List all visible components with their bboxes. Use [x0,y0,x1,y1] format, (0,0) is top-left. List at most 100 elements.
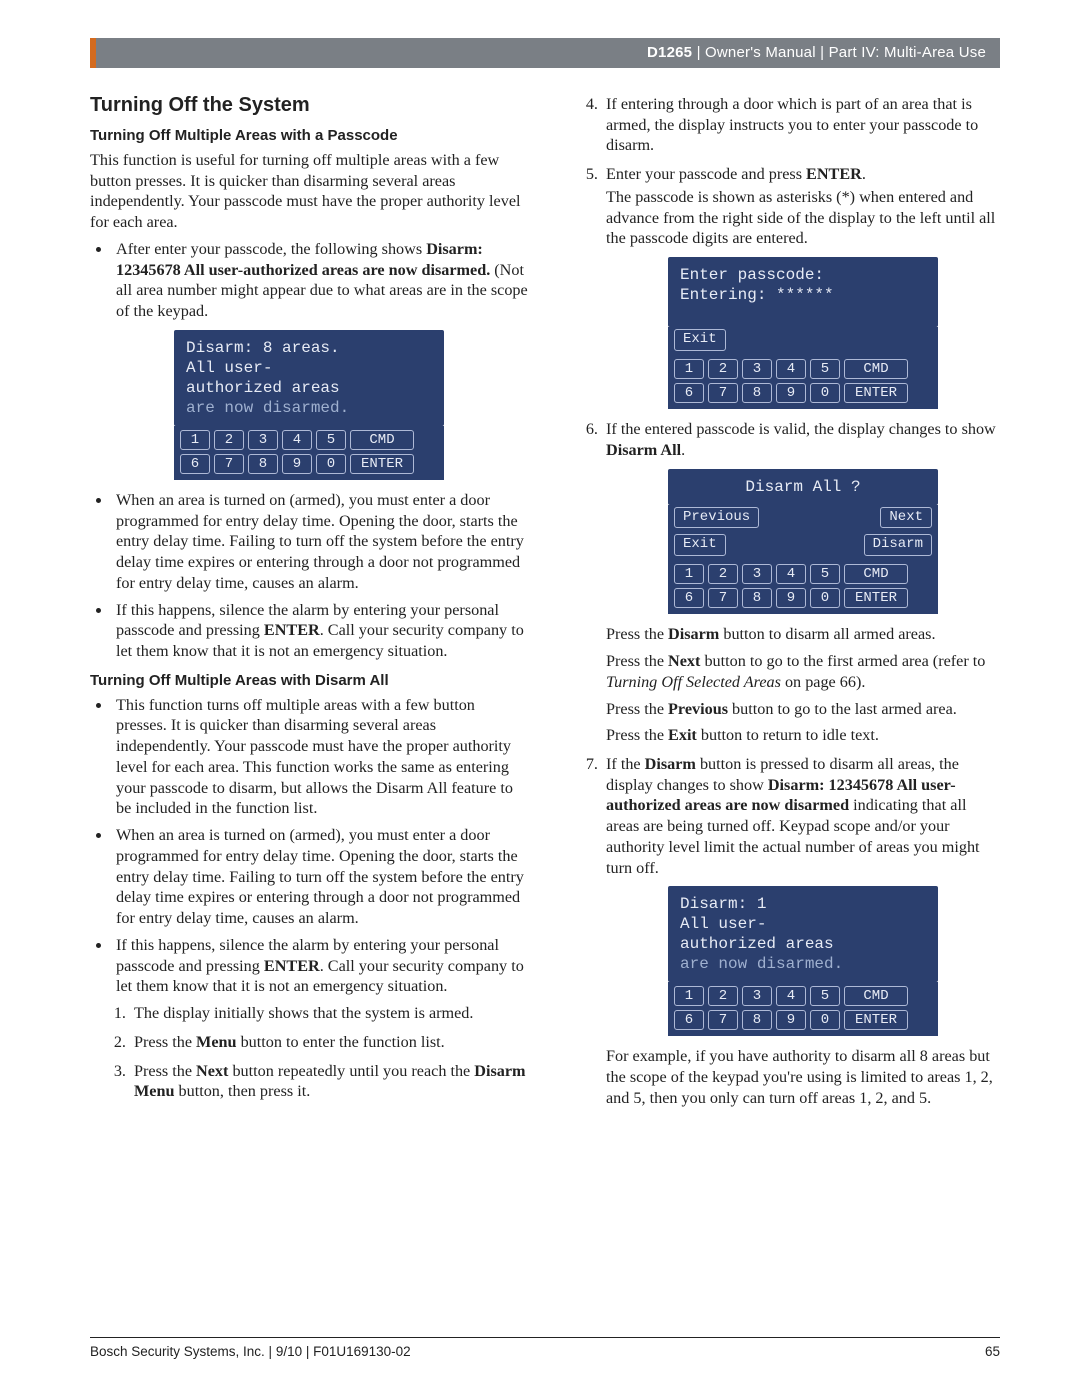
keypad-key[interactable]: 1 [180,430,210,450]
list-item: Enter your passcode and press ENTER. The… [602,164,1000,409]
keypad-key[interactable]: 4 [282,430,312,450]
keypad-key[interactable]: 9 [776,588,806,608]
screen-line: All user- [186,358,432,378]
text: button to return to idle text. [697,726,879,744]
list-item: Press the Next button repeatedly until y… [130,1061,528,1102]
section-title: Turning Off the System [90,94,528,117]
keypad-key[interactable]: 7 [214,454,244,474]
keypad-key-cmd[interactable]: CMD [844,564,908,584]
list-item: Press the Menu button to enter the funct… [130,1032,528,1053]
keypad-key[interactable]: 3 [742,564,772,584]
page-header: D1265 | Owner's Manual | Part IV: Multi-… [90,38,1000,68]
keypad-softkeys-row1: Previous Next [668,505,938,533]
keypad-key[interactable]: 1 [674,359,704,379]
list-item: If this happens, silence the alarm by en… [112,935,528,997]
keypad-figure-enter-passcode: Enter passcode: Entering: ****** Exit 1 … [668,257,938,409]
text: button repeatedly until you reach the [228,1062,474,1080]
keypad-key[interactable]: 1 [674,986,704,1006]
columns: Turning Off the System Turning Off Multi… [90,90,1000,1117]
keypad-key[interactable]: 6 [674,588,704,608]
softkey-exit[interactable]: Exit [674,329,726,351]
keypad-key[interactable]: 3 [742,359,772,379]
softkey-exit[interactable]: Exit [674,534,726,556]
page-number: 65 [985,1344,1000,1359]
keypad-key[interactable]: 5 [810,564,840,584]
keypad-keys: 1 2 3 4 5 CMD 6 7 8 9 0 ENTER [174,426,444,480]
keypad-key[interactable]: 6 [180,454,210,474]
bold-text: Menu [196,1033,236,1051]
text: button to go to the first armed area (re… [700,652,985,670]
bold-text: Previous [668,700,728,718]
keypad-key[interactable]: 0 [810,1010,840,1030]
text: . [862,165,866,183]
screen-line: authorized areas [680,934,926,954]
keypad-key[interactable]: 8 [248,454,278,474]
left-column: Turning Off the System Turning Off Multi… [90,90,528,1117]
keypad-key[interactable]: 3 [248,430,278,450]
keypad-key[interactable]: 0 [810,383,840,403]
header-model: D1265 [647,44,692,61]
keypad-key[interactable]: 2 [708,359,738,379]
keypad-softkeys-row2: Exit Disarm [668,532,938,560]
text: on page 66). [781,673,866,691]
keypad-key[interactable]: 2 [708,986,738,1006]
paragraph: Press the Previous button to go to the l… [606,699,1000,720]
ordered-list-right: If entering through a door which is part… [562,94,1000,1109]
keypad-figure-disarm-all: Disarm All ? Previous Next Exit Disarm [668,469,938,615]
keypad-key[interactable]: 7 [708,588,738,608]
keypad-key[interactable]: 8 [742,588,772,608]
bold-text: Next [196,1062,228,1080]
keypad-key[interactable]: 2 [214,430,244,450]
sub-paragraph: The passcode is shown as asterisks (*) w… [606,187,1000,249]
header-rest: | Owner's Manual | Part IV: Multi-Area U… [692,44,986,61]
keypad-key-cmd[interactable]: CMD [844,359,908,379]
keypad-key[interactable]: 7 [708,383,738,403]
softkey-previous[interactable]: Previous [674,507,759,529]
subheading-disarm-all: Turning Off Multiple Areas with Disarm A… [90,672,528,689]
bullet-list-1: After enter your passcode, the following… [90,239,528,322]
screen-line: Enter passcode: [680,265,926,285]
list-item: When an area is turned on (armed), you m… [112,825,528,929]
keypad-key[interactable]: 4 [776,359,806,379]
keypad-key[interactable]: 8 [742,383,772,403]
softkey-next[interactable]: Next [880,507,932,529]
keypad-key[interactable]: 7 [708,1010,738,1030]
keypad-key[interactable]: 5 [810,359,840,379]
keypad-key[interactable]: 5 [810,986,840,1006]
keypad-key[interactable]: 4 [776,564,806,584]
keypad-key[interactable]: 9 [776,1010,806,1030]
keypad-key-enter[interactable]: ENTER [844,588,908,608]
keypad-key[interactable]: 1 [674,564,704,584]
keypad-key-cmd[interactable]: CMD [350,430,414,450]
keypad-keys: 1 2 3 4 5 CMD 6 7 8 9 [668,982,938,1036]
text: Enter your passcode and press [606,165,806,183]
keypad-key[interactable]: 0 [316,454,346,474]
keypad-key[interactable]: 8 [742,1010,772,1030]
keypad-key[interactable]: 0 [810,588,840,608]
keypad-key[interactable]: 9 [776,383,806,403]
bold-text: ENTER [264,621,320,639]
keypad-key-enter[interactable]: ENTER [844,383,908,403]
keypad-key[interactable]: 9 [282,454,312,474]
bullet-list-2: When an area is turned on (armed), you m… [90,490,528,662]
keypad-key[interactable]: 5 [316,430,346,450]
italic-text: Turning Off Selected Areas [606,673,781,691]
text: Press the [606,700,668,718]
keypad-screen: Disarm: 8 areas. All user- authorized ar… [174,330,444,426]
list-item: If the entered passcode is valid, the di… [602,419,1000,746]
keypad-key-enter[interactable]: ENTER [844,1010,908,1030]
keypad-key[interactable]: 6 [674,1010,704,1030]
keypad-key-cmd[interactable]: CMD [844,986,908,1006]
keypad-key[interactable]: 2 [708,564,738,584]
keypad-key-enter[interactable]: ENTER [350,454,414,474]
list-item: This function turns off multiple areas w… [112,695,528,819]
softkey-disarm[interactable]: Disarm [864,534,932,556]
text: After enter your passcode, the following… [116,240,426,258]
text: button, then press it. [174,1082,310,1100]
keypad-key[interactable]: 3 [742,986,772,1006]
keypad-key[interactable]: 6 [674,383,704,403]
keypad-key[interactable]: 4 [776,986,806,1006]
page-footer: Bosch Security Systems, Inc. | 9/10 | F0… [90,1337,1000,1359]
keypad-keys: 1 2 3 4 5 CMD 6 7 8 9 [668,560,938,614]
screen-line: Disarm: 1 [680,894,926,914]
